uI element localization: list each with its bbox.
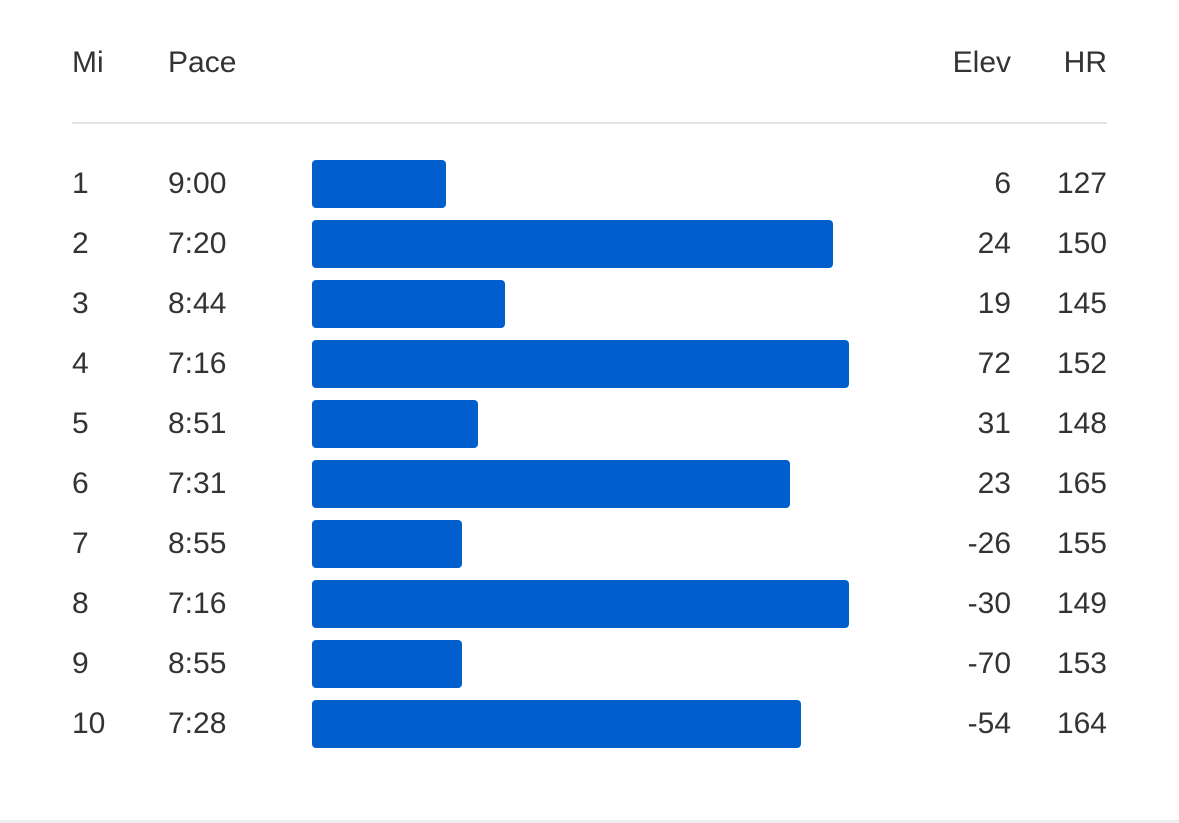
split-heart-rate: 155 — [1056, 527, 1107, 560]
pace-bar-track — [312, 460, 849, 508]
split-mile: 5 — [72, 407, 89, 440]
split-row: 4 7:16 72 152 — [0, 340, 1179, 400]
pace-bar-track — [312, 520, 849, 568]
split-row: 7 8:55 -26 155 — [0, 520, 1179, 580]
split-elevation: 31 — [977, 407, 1011, 440]
pace-bar — [312, 340, 849, 388]
split-row: 3 8:44 19 145 — [0, 280, 1179, 340]
pace-bar — [312, 580, 849, 628]
split-elevation: -70 — [967, 647, 1011, 680]
pace-bar-track — [312, 280, 849, 328]
pace-bar — [312, 460, 790, 508]
split-mile: 10 — [72, 707, 106, 740]
split-elevation: 6 — [994, 167, 1011, 200]
split-row: 5 8:51 31 148 — [0, 400, 1179, 460]
split-heart-rate: 148 — [1056, 407, 1107, 440]
split-mile: 2 — [72, 227, 89, 260]
splits-header: Mi Pace Elev HR — [0, 38, 1179, 88]
split-mile: 3 — [72, 287, 89, 320]
pace-bar-track — [312, 700, 849, 748]
pace-bar-track — [312, 400, 849, 448]
split-pace: 8:51 — [168, 407, 227, 440]
split-pace: 9:00 — [168, 167, 227, 200]
pace-bar — [312, 700, 801, 748]
bottom-divider — [0, 820, 1179, 823]
split-pace: 8:55 — [168, 527, 227, 560]
split-elevation: -26 — [967, 527, 1011, 560]
header-hr: HR — [1063, 46, 1107, 79]
split-mile: 9 — [72, 647, 89, 680]
split-heart-rate: 164 — [1056, 707, 1107, 740]
split-pace: 7:31 — [168, 467, 227, 500]
split-heart-rate: 165 — [1056, 467, 1107, 500]
pace-bar — [312, 400, 479, 448]
split-heart-rate: 153 — [1056, 647, 1107, 680]
split-pace: 7:20 — [168, 227, 227, 260]
split-heart-rate: 127 — [1056, 167, 1107, 200]
split-heart-rate: 150 — [1056, 227, 1107, 260]
pace-bar — [312, 220, 833, 268]
split-elevation: -54 — [967, 707, 1011, 740]
split-row: 1 9:00 6 127 — [0, 160, 1179, 220]
split-elevation: 24 — [977, 227, 1011, 260]
splits-rows: 1 9:00 6 127 2 7:20 24 150 3 8:44 19 145 4 7:16 72 152 5… — [0, 160, 1179, 760]
pace-bar-track — [312, 580, 849, 628]
pace-bar — [312, 640, 463, 688]
split-heart-rate: 145 — [1056, 287, 1107, 320]
split-elevation: 72 — [977, 347, 1011, 380]
header-divider — [72, 122, 1107, 124]
split-mile: 4 — [72, 347, 89, 380]
split-row: 8 7:16 -30 149 — [0, 580, 1179, 640]
header-elev: Elev — [952, 46, 1011, 79]
split-row: 10 7:28 -54 164 — [0, 700, 1179, 760]
split-elevation: -30 — [967, 587, 1011, 620]
split-mile: 8 — [72, 587, 89, 620]
header-mi: Mi — [72, 46, 104, 79]
split-heart-rate: 152 — [1056, 347, 1107, 380]
pace-bar — [312, 160, 447, 208]
pace-bar — [312, 520, 463, 568]
split-pace: 8:44 — [168, 287, 227, 320]
split-elevation: 23 — [977, 467, 1011, 500]
split-mile: 1 — [72, 167, 89, 200]
pace-bar-track — [312, 220, 849, 268]
pace-bar-track — [312, 340, 849, 388]
split-pace: 7:16 — [168, 347, 227, 380]
pace-bar — [312, 280, 506, 328]
pace-bar-track — [312, 160, 849, 208]
pace-bar-track — [312, 640, 849, 688]
split-heart-rate: 149 — [1056, 587, 1107, 620]
split-pace: 8:55 — [168, 647, 227, 680]
split-pace: 7:16 — [168, 587, 227, 620]
split-mile: 7 — [72, 527, 89, 560]
split-mile: 6 — [72, 467, 89, 500]
split-row: 2 7:20 24 150 — [0, 220, 1179, 280]
split-elevation: 19 — [977, 287, 1011, 320]
split-row: 6 7:31 23 165 — [0, 460, 1179, 520]
split-row: 9 8:55 -70 153 — [0, 640, 1179, 700]
header-pace: Pace — [168, 46, 237, 79]
split-pace: 7:28 — [168, 707, 227, 740]
